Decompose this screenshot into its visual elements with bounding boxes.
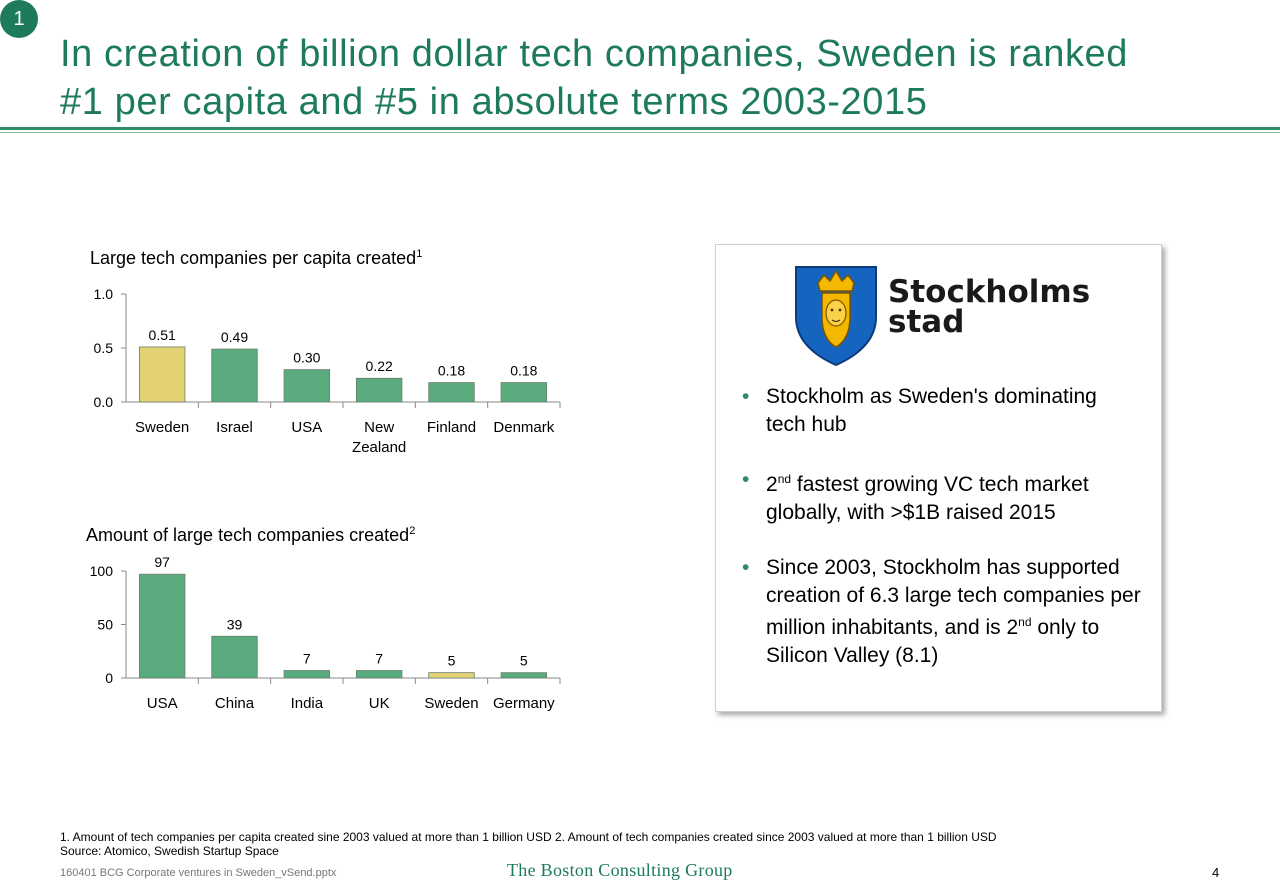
y-tick-label: 50 [97,617,113,633]
footnotes: 1. Amount of tech companies per capita c… [60,830,997,858]
footnote-text: 1. Amount of tech companies per capita c… [60,830,997,844]
bullet-3: • Since 2003, Stockholm has supported cre… [742,556,1141,667]
data-label: 5 [520,653,528,669]
category-label: New [364,419,394,436]
category-label: Zealand [352,439,406,456]
bullet-2: • 2nd fastest growing VC tech market glob… [742,468,1089,524]
bar-new-zealand [355,377,403,403]
bar-germany [500,672,548,679]
bcg-logo: The Boston Consulting Group [507,860,733,880]
category-label: Germany [493,695,555,712]
data-label: 97 [154,554,170,570]
chart1-title: Large tech companies per capita created1 [90,248,423,268]
bar-india [283,670,331,679]
data-label: 0.49 [221,329,248,345]
category-label: Israel [216,419,253,436]
bar-usa [138,573,186,679]
file-name: 160401 BCG Corporate ventures in Sweden_… [60,867,337,879]
category-label: India [291,695,324,712]
category-label: USA [291,419,322,436]
data-label: 5 [448,653,456,669]
category-label: Denmark [493,419,554,436]
y-tick-label: 100 [90,563,114,579]
y-tick-label: 0.5 [94,340,114,356]
bar-denmark [500,382,548,403]
category-label: USA [147,695,178,712]
category-label: Sweden [135,419,189,436]
bar-usa [283,369,331,403]
title-rule [0,127,1280,130]
data-label: 7 [375,651,383,667]
bar-china [211,635,258,679]
data-label: 0.22 [366,358,393,374]
panel-bullets: • Stockholm as Sweden's dominating tech h… [742,383,1142,697]
y-tick-label: 0.0 [94,394,114,410]
category-label: China [215,695,255,712]
title-line-2: #1 per capita and #5 in absolute terms 2… [60,81,928,123]
bar-uk [355,670,403,679]
title-rule-thin [0,132,1280,133]
bar-sweden [428,672,475,679]
stockholm-crest-icon [794,265,878,372]
data-label: 0.51 [149,327,176,343]
y-tick-label: 0 [105,670,113,686]
bullet-1: • Stockholm as Sweden's dominating tech h… [742,385,1097,436]
stockholm-panel: Stockholms stad • Stockholm as Sweden's d… [715,244,1162,712]
title-line-1: In creation of billion dollar tech compa… [60,33,1129,75]
bar-israel [211,348,258,403]
data-label: 0.30 [293,350,320,366]
bar-finland [428,382,475,403]
page-title: In creation of billion dollar tech compa… [60,30,1260,126]
category-label: Finland [427,419,476,436]
page-number: 4 [1212,865,1220,880]
bar-sweden [138,346,186,403]
stockholm-logo-text: Stockholms stad [888,274,1091,340]
y-tick-label: 1.0 [94,286,114,302]
data-label: 7 [303,651,311,667]
data-label: 39 [227,616,243,632]
category-label: UK [369,695,390,712]
chart2-title: Amount of large tech companies created2 [86,525,416,545]
section-badge: 1 [0,0,38,38]
source-text: Source: Atomico, Swedish Startup Space [60,844,279,858]
data-label: 0.18 [510,363,537,379]
data-label: 0.18 [438,363,465,379]
category-label: Sweden [424,695,478,712]
